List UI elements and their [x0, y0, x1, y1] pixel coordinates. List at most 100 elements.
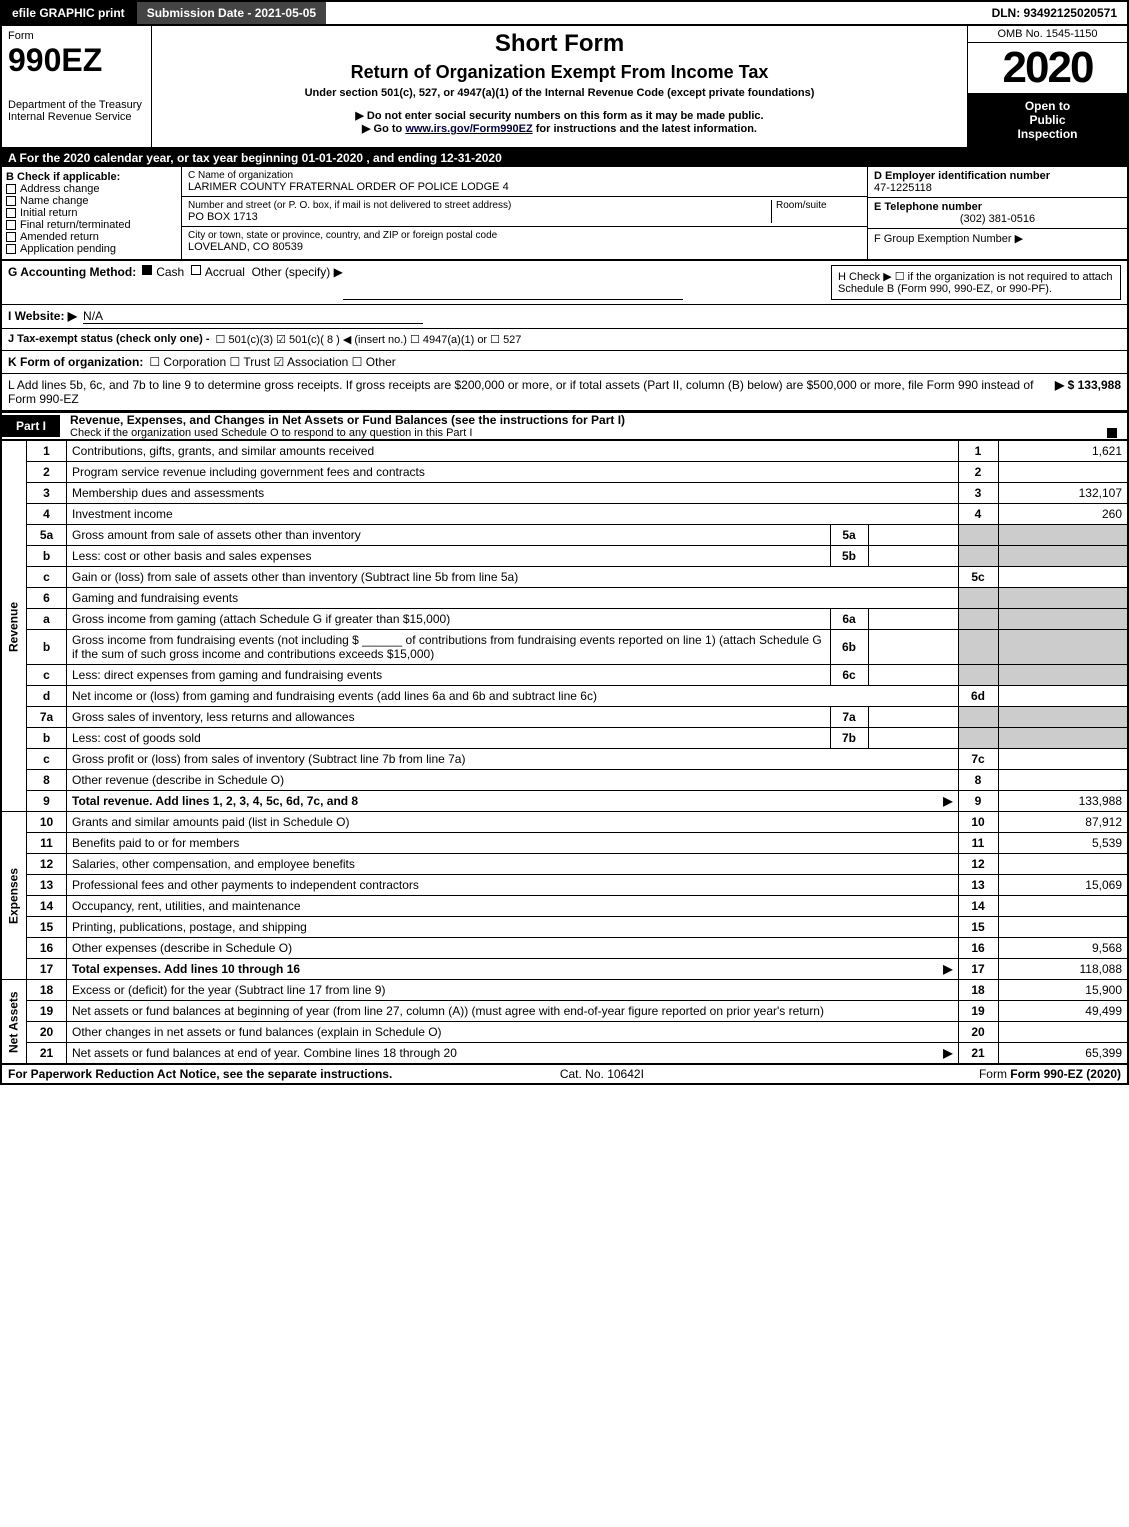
line-desc: Excess or (deficit) for the year (Subtra… [67, 980, 959, 1001]
table-row: 5aGross amount from sale of assets other… [1, 525, 1128, 546]
line-desc: Other changes in net assets or fund bala… [67, 1022, 959, 1043]
table-row: 9Total revenue. Add lines 1, 2, 3, 4, 5c… [1, 791, 1128, 812]
box-shade [958, 707, 998, 728]
table-row: 2Program service revenue including gover… [1, 462, 1128, 483]
box-number: 4 [958, 504, 998, 525]
check-address-change[interactable]: Address change [20, 183, 100, 195]
box-number: 12 [958, 854, 998, 875]
line-desc: Total expenses. Add lines 10 through 16 … [67, 959, 959, 980]
line-desc: Gross sales of inventory, less returns a… [67, 707, 831, 728]
line-amount [998, 462, 1128, 483]
label-room: Room/suite [776, 200, 861, 211]
table-row: 15Printing, publications, postage, and s… [1, 917, 1128, 938]
check-name-change[interactable]: Name change [20, 195, 89, 207]
tax-year-strip: A For the 2020 calendar year, or tax yea… [0, 149, 1129, 167]
line-number: 14 [27, 896, 67, 917]
box-number: 13 [958, 875, 998, 896]
line-number: c [27, 665, 67, 686]
line-number: b [27, 630, 67, 665]
line-number: 19 [27, 1001, 67, 1022]
line-number: 9 [27, 791, 67, 812]
line-desc: Gaming and fundraising events [67, 588, 959, 609]
paperwork-notice: For Paperwork Reduction Act Notice, see … [8, 1067, 392, 1081]
line-desc: Net assets or fund balances at end of ye… [67, 1043, 959, 1064]
line-desc: Membership dues and assessments [67, 483, 959, 504]
row-j: J Tax-exempt status (check only one) - ☐… [0, 329, 1129, 351]
website: N/A [83, 309, 423, 324]
subtitle: Under section 501(c), 527, or 4947(a)(1)… [156, 87, 963, 99]
subline-label: 6a [830, 609, 868, 630]
check-amended[interactable]: Amended return [20, 231, 99, 243]
row-i: I Website: ▶ N/A [0, 305, 1129, 329]
table-row: dNet income or (loss) from gaming and fu… [1, 686, 1128, 707]
line-desc: Gross income from fundraising events (no… [67, 630, 831, 665]
table-row: Revenue1Contributions, gifts, grants, an… [1, 441, 1128, 462]
subline-label: 5b [830, 546, 868, 567]
title-return: Return of Organization Exempt From Incom… [156, 62, 963, 83]
subline-amount [868, 609, 958, 630]
line-amount: 49,499 [998, 1001, 1128, 1022]
check-schedule-o[interactable] [1107, 428, 1117, 438]
org-name: LARIMER COUNTY FRATERNAL ORDER OF POLICE… [188, 181, 861, 193]
label-org-name: C Name of organization [188, 170, 861, 181]
part1-check-note: Check if the organization used Schedule … [70, 427, 472, 439]
line-desc: Contributions, gifts, grants, and simila… [67, 441, 959, 462]
box-number: 18 [958, 980, 998, 1001]
box-shade [958, 630, 998, 665]
check-final-return[interactable]: Final return/terminated [20, 219, 131, 231]
amount-shade [998, 665, 1128, 686]
line-number: 8 [27, 770, 67, 791]
line-number: 20 [27, 1022, 67, 1043]
line-number: b [27, 728, 67, 749]
box-number: 19 [958, 1001, 998, 1022]
table-row: bLess: cost or other basis and sales exp… [1, 546, 1128, 567]
amount-shade [998, 630, 1128, 665]
line-amount [998, 686, 1128, 707]
label-form-org: K Form of organization: [8, 355, 143, 369]
line-amount: 15,900 [998, 980, 1128, 1001]
efile-print-button[interactable]: efile GRAPHIC print [2, 2, 137, 24]
line-desc: Gain or (loss) from sale of assets other… [67, 567, 959, 588]
line-desc: Gross amount from sale of assets other t… [67, 525, 831, 546]
check-application-pending[interactable]: Application pending [20, 243, 116, 255]
line-amount [998, 917, 1128, 938]
box-number: 5c [958, 567, 998, 588]
dln: DLN: 93492125020571 [982, 2, 1127, 24]
line-desc: Printing, publications, postage, and shi… [67, 917, 959, 938]
table-row: 12Salaries, other compensation, and empl… [1, 854, 1128, 875]
box-number: 8 [958, 770, 998, 791]
line-desc: Investment income [67, 504, 959, 525]
check-cash[interactable] [142, 265, 152, 275]
part1-table: Revenue1Contributions, gifts, grants, an… [0, 440, 1129, 1064]
line-number: 13 [27, 875, 67, 896]
box-number: 7c [958, 749, 998, 770]
line-amount: 260 [998, 504, 1128, 525]
subline-amount [868, 707, 958, 728]
line-number: 1 [27, 441, 67, 462]
line-number: 3 [27, 483, 67, 504]
check-accrual[interactable] [191, 265, 201, 275]
check-initial-return[interactable]: Initial return [20, 207, 77, 219]
amount-shade [998, 588, 1128, 609]
box-number: 17 [958, 959, 998, 980]
row-l: L Add lines 5b, 6c, and 7b to line 9 to … [0, 374, 1129, 412]
box-number: 10 [958, 812, 998, 833]
check-if-applicable: B Check if applicable: Address change Na… [2, 167, 182, 259]
box-number: 9 [958, 791, 998, 812]
line-number: 10 [27, 812, 67, 833]
line-number: 12 [27, 854, 67, 875]
table-row: 4Investment income4260 [1, 504, 1128, 525]
tax-exempt-opts: ☐ 501(c)(3) ☑ 501(c)( 8 ) ◀ (insert no.)… [216, 333, 522, 346]
subline-amount [868, 525, 958, 546]
ein: 47-1225118 [874, 182, 1121, 194]
line-amount: 9,568 [998, 938, 1128, 959]
label-city: City or town, state or province, country… [188, 230, 861, 241]
label-phone: E Telephone number [874, 201, 1121, 213]
irs-link[interactable]: www.irs.gov/Form990EZ [405, 123, 532, 135]
table-row: 11Benefits paid to or for members115,539 [1, 833, 1128, 854]
line-number: a [27, 609, 67, 630]
line-number: 6 [27, 588, 67, 609]
line-desc: Professional fees and other payments to … [67, 875, 959, 896]
line-number: c [27, 749, 67, 770]
table-row: 7aGross sales of inventory, less returns… [1, 707, 1128, 728]
